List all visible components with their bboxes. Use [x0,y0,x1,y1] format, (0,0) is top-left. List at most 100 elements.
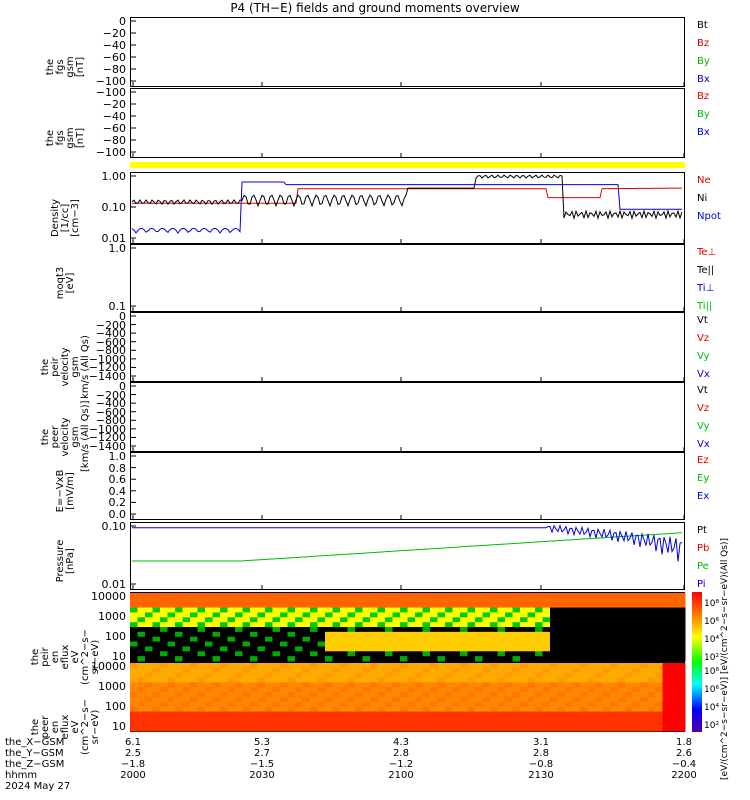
spec-cell [415,602,423,609]
spec-cell [632,612,641,618]
spec-cell [265,622,273,628]
spec-cell [497,701,506,708]
spec-cell [422,651,431,657]
spec-cell [512,602,521,609]
spec-cell [302,706,311,713]
spec-cell [617,716,626,722]
spec-cell [415,597,423,604]
spec-cell [587,663,596,669]
spec-cell [205,627,213,633]
spec-cell [677,701,686,708]
spec-cell [197,682,206,688]
spec-cell [437,687,446,693]
spec-cell [497,607,506,613]
spec-cell [565,701,573,708]
spec-cell [197,641,206,647]
spec-cell [527,682,536,688]
spec-cell [407,627,416,633]
spec-cell [287,716,296,722]
spec-cell [235,697,243,703]
spec-cell [272,721,281,727]
spec-cell [205,617,213,623]
spec-cell [295,646,303,652]
spec-cell [632,593,641,599]
spec-cell [475,593,483,599]
spec-cell [167,612,176,618]
spec-cell [452,711,461,717]
spec-cell [220,631,228,638]
spec-cell [475,721,483,727]
spec-cell [557,631,566,638]
spec-cell [407,682,416,688]
spec-cell [565,667,573,674]
spec-cell [572,646,581,652]
spec-cell [572,677,581,683]
spec-cell [355,701,363,708]
spec-cell [647,697,656,703]
spec-cell [452,667,461,674]
spec-cell [640,663,648,669]
spec-cell [497,656,506,662]
spec-cell [287,602,296,609]
spec-cell [490,622,498,628]
spec-cell [392,602,401,609]
spec-cell [205,697,213,703]
spec-cell [130,656,138,662]
y-tick-label: 10 [112,720,126,733]
spec-cell [662,721,671,727]
spec-cell [152,622,161,628]
spec-cell [317,622,326,628]
colorbar-tick-label: 10² [704,653,720,663]
spec-cell [325,607,333,613]
spec-cell [407,617,416,623]
spec-cell [407,663,416,669]
spec-cell [265,692,273,698]
spec-cell [602,701,611,708]
spec-cell [130,667,138,674]
spec-cell [430,607,438,613]
spec-cell [235,667,243,674]
spec-cell [527,663,536,669]
spec-cell [197,726,206,732]
spec-cell [640,607,648,613]
spec-cell [550,721,558,727]
y-tick-label: 1.0 [108,450,127,463]
spec-cell [602,617,611,623]
spec-cell [362,617,371,623]
spec-cell [677,656,686,662]
spec-cell [595,602,603,609]
spec-cell [152,682,161,688]
spec-cell [617,663,626,669]
spec-cell [557,716,566,722]
spec-cell [677,726,686,732]
spec-cell [445,697,453,703]
spec-cell [400,726,408,732]
spec-cell [167,692,176,698]
spec-cell [227,627,236,633]
spec-cell [137,667,146,674]
spec-cell [437,711,446,717]
spec-cell [460,602,468,609]
spec-cell [265,607,273,613]
spec-cell [610,597,618,604]
spec-cell [190,706,198,713]
spec-cell [407,672,416,679]
spec-cell [295,656,303,662]
spec-cell [497,682,506,688]
spec-cell [392,663,401,669]
spec-cell [437,636,446,643]
spec-cell [205,672,213,679]
spec-cell [445,651,453,657]
spec-cell [377,631,386,638]
spec-cell [445,597,453,604]
spec-cell [437,627,446,633]
spec-cell [152,716,161,722]
spec-cell [572,697,581,703]
spec-cell [512,663,521,669]
spec-cell [377,607,386,613]
spec-cell [587,716,596,722]
spec-cell [460,711,468,717]
spec-cell [437,641,446,647]
legend-entry: Pt [697,525,707,536]
spec-cell [452,706,461,713]
